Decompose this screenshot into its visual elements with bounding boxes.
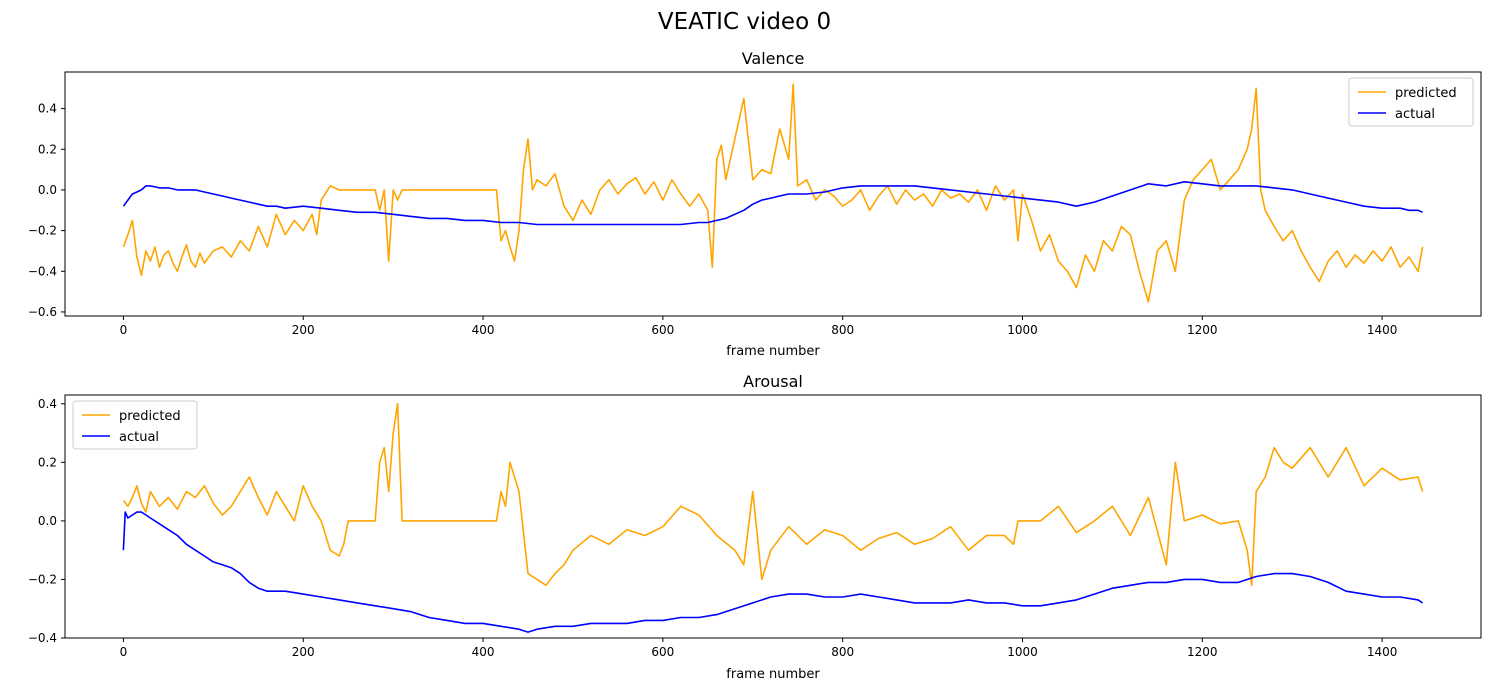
x-tick-label: 600: [651, 645, 674, 659]
y-tick-label: −0.4: [28, 264, 57, 278]
x-axis-label: frame number: [726, 344, 820, 359]
x-tick-label: 400: [472, 323, 495, 337]
series-line-actual: [122, 181, 1423, 226]
legend-label-predicted: predicted: [119, 409, 181, 424]
x-tick-label: 400: [472, 645, 495, 659]
x-tick-label: 1200: [1187, 645, 1218, 659]
x-tick-label: 200: [292, 323, 315, 337]
series-line-predicted: [122, 83, 1424, 303]
y-tick-label: −0.2: [28, 572, 57, 586]
y-tick-label: 0.2: [38, 455, 57, 469]
legend: predicted actual: [72, 400, 198, 450]
x-tick-label: 0: [120, 323, 128, 337]
y-tick-label: 0.2: [38, 142, 57, 156]
subplot-title: Arousal: [743, 372, 803, 391]
y-tick-label: −0.6: [28, 305, 57, 319]
y-tick-label: 0.0: [38, 514, 57, 528]
subplot-title: Valence: [742, 49, 805, 68]
subplot-arousal: Arousal 0 200 400 600 800 1000 1200 1400 −0.4 −0.…: [28, 372, 1482, 682]
series-line-predicted: [122, 402, 1424, 587]
x-tick-label: 1000: [1007, 645, 1038, 659]
x-tick-label: 200: [292, 645, 315, 659]
legend-label-actual: actual: [119, 430, 159, 445]
legend-label-actual: actual: [1395, 107, 1435, 122]
legend-box: [1348, 77, 1474, 127]
x-tick-label: 1400: [1367, 323, 1398, 337]
x-tick-label: 600: [651, 323, 674, 337]
x-tick-label: 1400: [1367, 645, 1398, 659]
x-tick-label: 0: [120, 645, 128, 659]
legend-box: [72, 400, 198, 450]
figure-title: VEATIC video 0: [658, 9, 831, 35]
x-axis-label: frame number: [726, 667, 820, 682]
x-tick-label: 1000: [1007, 323, 1038, 337]
x-tick-label: 800: [831, 323, 854, 337]
axes-frame: [64, 394, 1482, 639]
y-tick-label: 0.0: [38, 183, 57, 197]
axes-frame: [64, 71, 1482, 317]
y-tick-label: −0.2: [28, 224, 57, 238]
series-line-actual: [122, 511, 1424, 633]
y-tick-label: 0.4: [38, 102, 57, 116]
x-tick-label: 800: [831, 645, 854, 659]
legend-label-predicted: predicted: [1395, 86, 1457, 101]
x-tick-label: 1200: [1187, 323, 1218, 337]
legend: predicted actual: [1348, 77, 1474, 127]
y-tick-label: −0.4: [28, 631, 57, 645]
subplot-valence: Valence 0 200 400 600 800 1000 1200 1400 −0.6 −0.…: [28, 49, 1482, 359]
y-tick-label: 0.4: [38, 397, 57, 411]
